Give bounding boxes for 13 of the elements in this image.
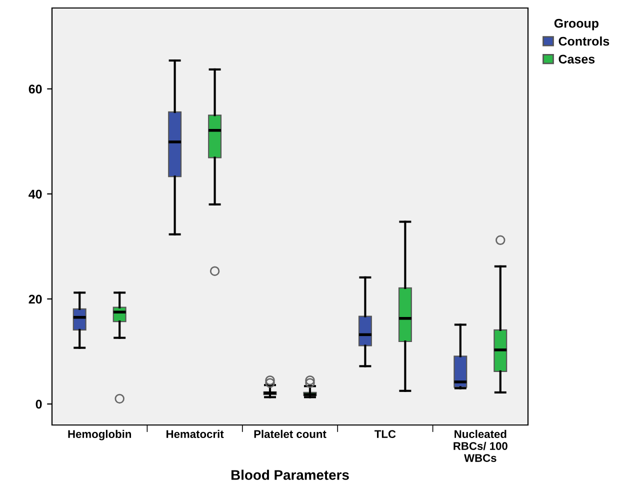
y-tick-label: 60 [28, 84, 42, 94]
y-tick-label: 20 [28, 294, 42, 304]
legend-label: Cases [558, 54, 595, 64]
y-tick-label: 40 [28, 190, 42, 199]
x-tick-label: Hemoglobin [68, 430, 132, 440]
x-tick-label: TLC [374, 430, 396, 438]
y-tick-label: 0 [36, 400, 42, 409]
legend-title: Grooup [554, 18, 598, 30]
x-tick-label: Platelet count [254, 430, 326, 438]
x-tick-label: Nucleated RBCs/ 100 WBCs [454, 430, 508, 462]
legend-label: Controls [558, 36, 610, 46]
x-axis-title: Blood Parameters [231, 470, 349, 480]
x-tick-label: Hematocrit [166, 430, 224, 438]
